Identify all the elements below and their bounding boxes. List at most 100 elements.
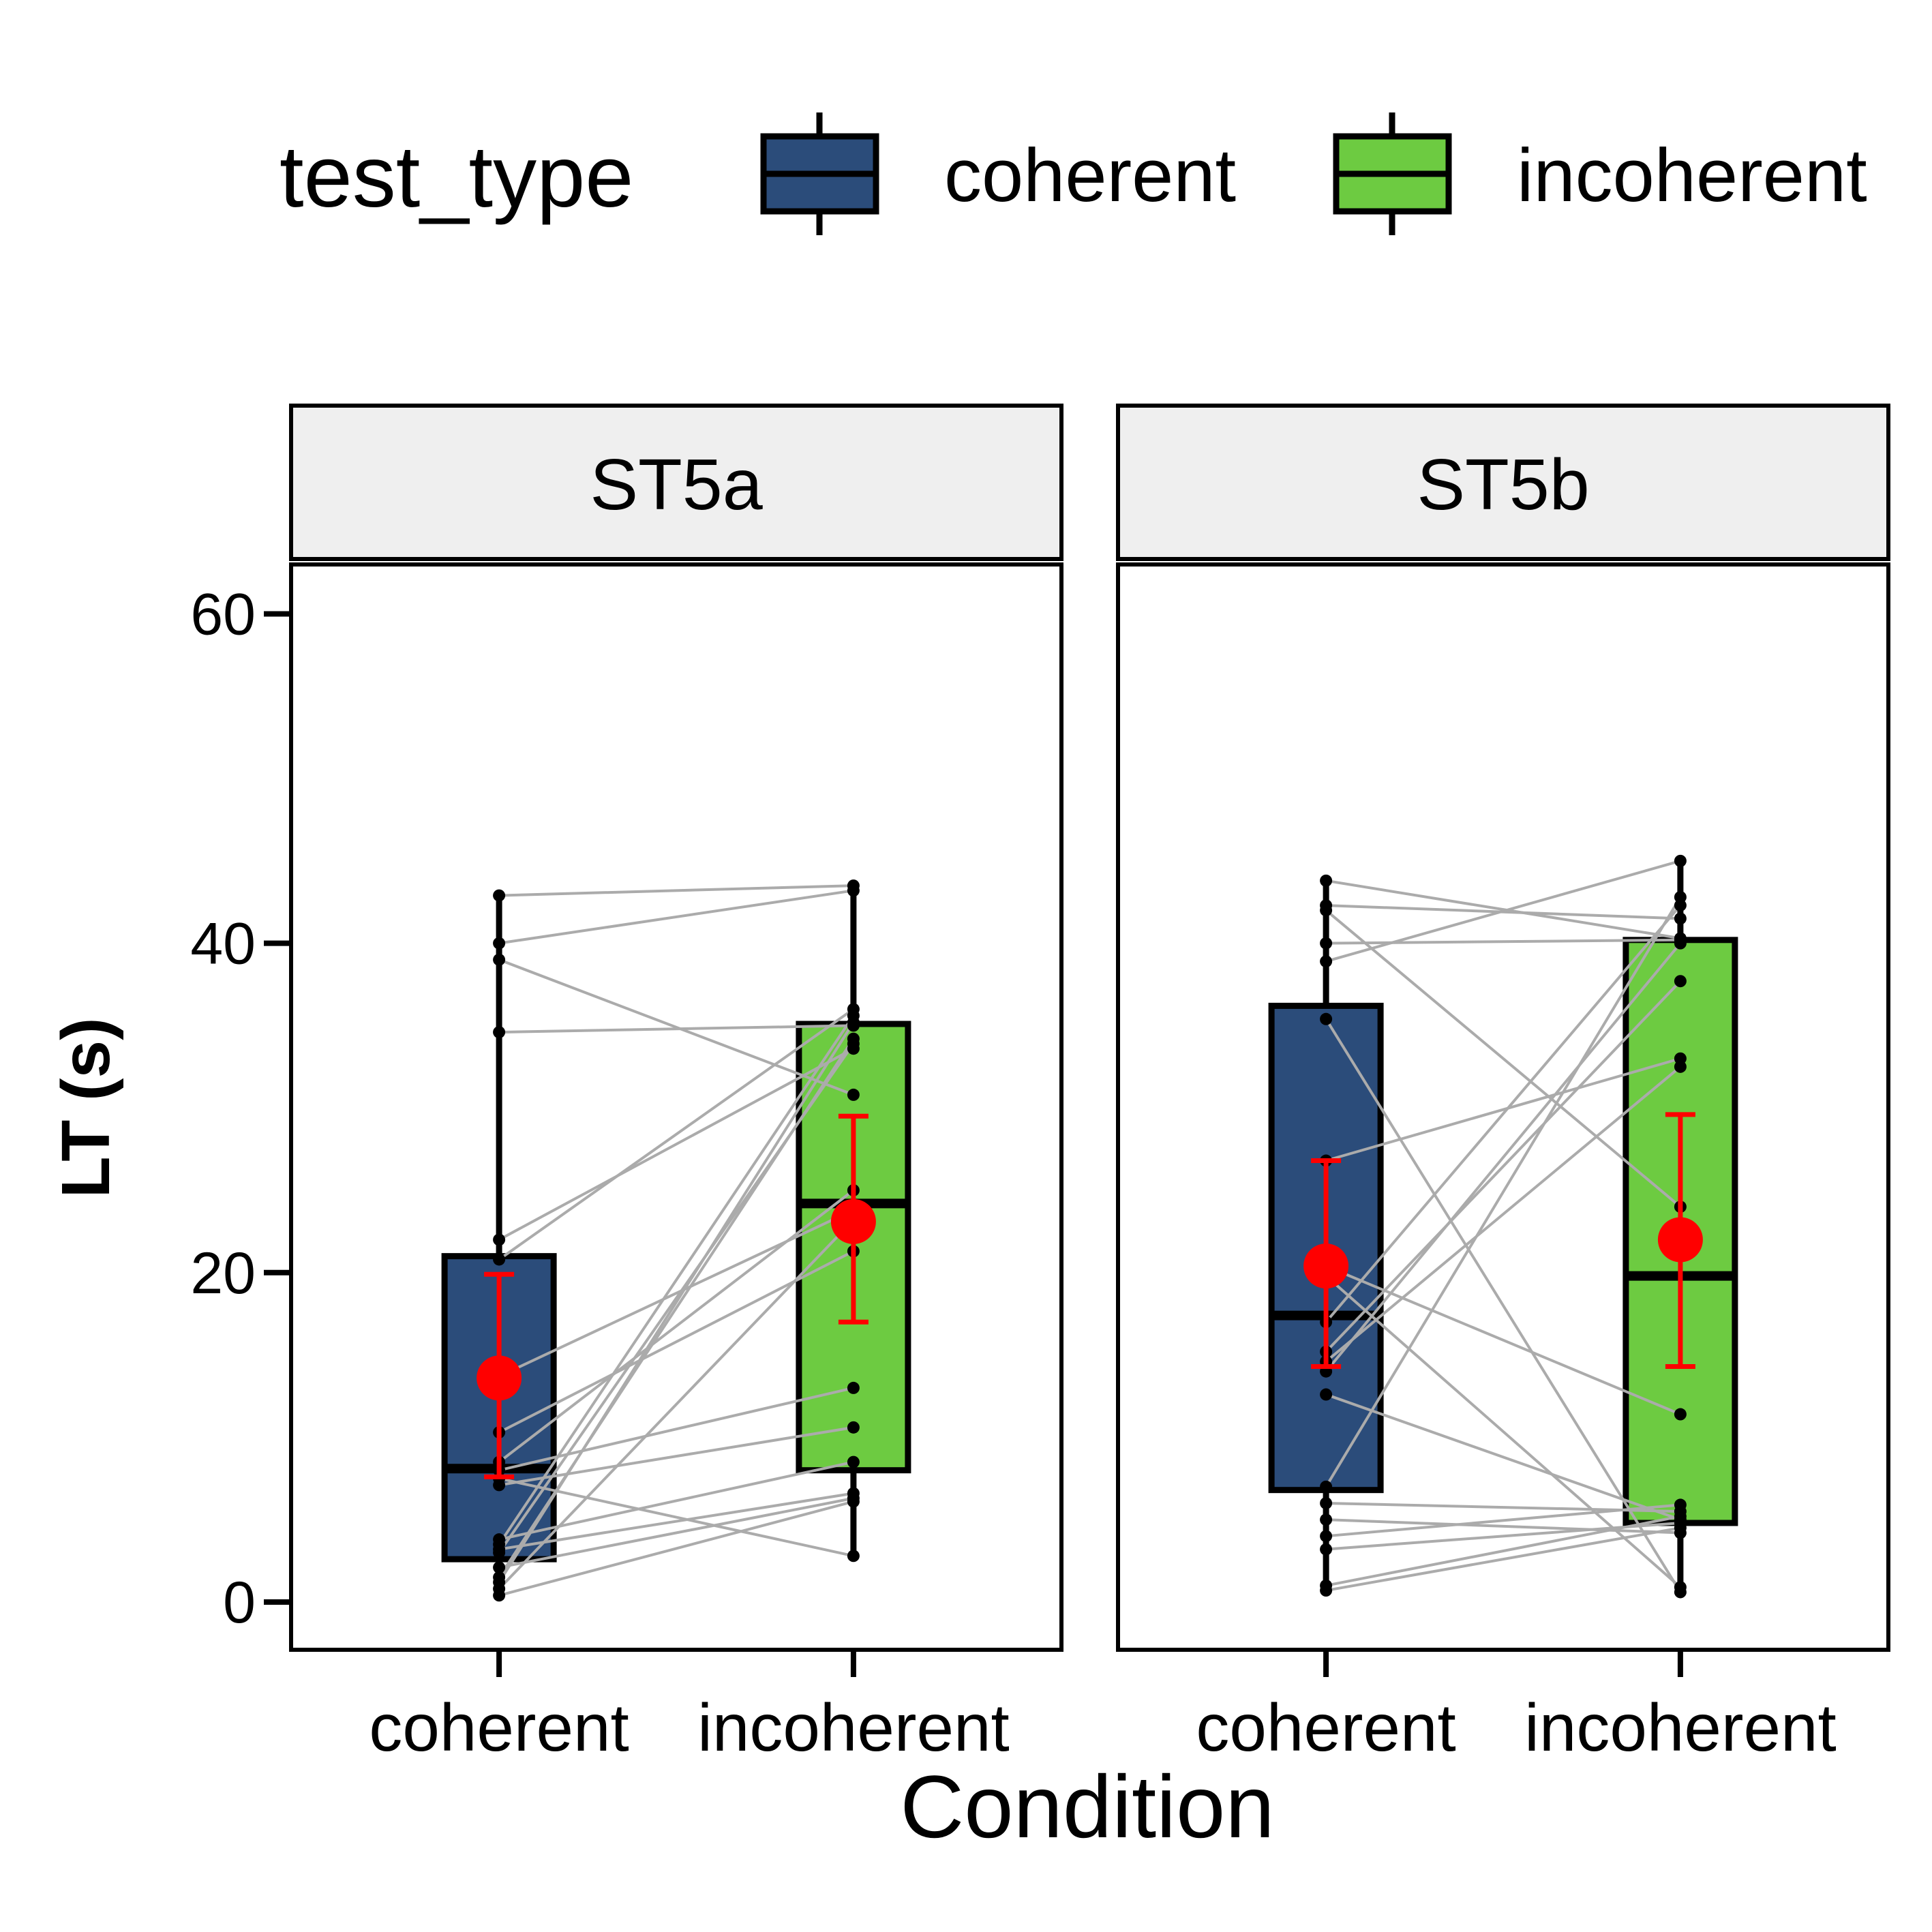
- plot-area: [289, 562, 1063, 1652]
- data-point: [847, 1032, 860, 1045]
- data-point: [847, 1016, 860, 1029]
- pair-line: [1325, 942, 1682, 1373]
- data-point: [1320, 1543, 1333, 1556]
- data-point: [1674, 1581, 1687, 1594]
- y-axis-title: LT (s): [48, 1018, 124, 1198]
- plot-area: [1116, 562, 1890, 1652]
- data-point: [1674, 1498, 1687, 1511]
- y-tick-label: 0: [223, 1570, 256, 1635]
- data-point: [1674, 937, 1687, 950]
- pair-line: [1326, 1518, 1680, 1535]
- data-point: [847, 1495, 860, 1508]
- data-point: [847, 1381, 860, 1394]
- pair-line: [1325, 1526, 1681, 1593]
- panels: ST5a coherent incoherent ST5b coherent incohe…: [289, 404, 1890, 1765]
- x-axis-title: Condition: [900, 1757, 1274, 1856]
- data-point: [1674, 1408, 1687, 1421]
- data-point: [493, 889, 506, 902]
- pair-lines: [1325, 859, 1682, 1593]
- pair-line: [498, 1189, 855, 1464]
- pair-line: [498, 1209, 854, 1378]
- data-point: [847, 1421, 860, 1434]
- pair-line: [1325, 1018, 1682, 1593]
- data-point: [847, 1550, 860, 1563]
- x-tick-label: coherent: [369, 1690, 629, 1765]
- data-point: [1320, 955, 1333, 968]
- data-point: [493, 953, 506, 966]
- mean-incoherent: [830, 1113, 876, 1325]
- pair-line: [498, 1021, 855, 1584]
- data-point: [847, 1088, 860, 1101]
- data-point: [1674, 912, 1687, 925]
- pair-line: [498, 1425, 854, 1487]
- pair-line: [1325, 1057, 1681, 1162]
- y-tick-label: 60: [190, 582, 256, 647]
- data-point: [493, 1233, 506, 1246]
- x-tick-label: incoherent: [697, 1690, 1010, 1765]
- panel-st5a: ST5a coherent incoherent: [289, 404, 1063, 1765]
- legend: test_type coherent incoherent: [280, 112, 1867, 235]
- x-tick-label: coherent: [1196, 1690, 1455, 1765]
- data-point: [493, 1546, 506, 1559]
- pair-line: [498, 1047, 854, 1241]
- pair-line: [498, 1008, 855, 1261]
- mean-point: [1303, 1243, 1349, 1289]
- data-point: [1320, 904, 1333, 917]
- pair-line: [1325, 859, 1681, 963]
- facet-strip: [1116, 404, 1890, 561]
- pair-line: [1325, 896, 1682, 1488]
- pair-line: [1325, 980, 1682, 1353]
- y-axis: 0 20 40 60: [190, 582, 291, 1635]
- data-point: [847, 884, 860, 897]
- box-body: [1268, 1002, 1384, 1494]
- facet-label: ST5a: [590, 444, 762, 525]
- data-point: [1320, 1012, 1333, 1025]
- legend-label-incoherent: incoherent: [1517, 134, 1867, 217]
- data-point: [1674, 1060, 1687, 1073]
- data-point: [1320, 1513, 1333, 1526]
- data-point: [1674, 975, 1687, 988]
- data-point: [1320, 1496, 1333, 1509]
- pair-line: [498, 1500, 854, 1597]
- mean-point: [477, 1355, 522, 1401]
- mean-coherent: [477, 1271, 522, 1479]
- data-point: [1320, 937, 1333, 950]
- pair-line: [1325, 1515, 1681, 1587]
- pair-line: [498, 1496, 854, 1569]
- data-point: [493, 1253, 506, 1266]
- pair-line: [498, 889, 854, 945]
- pair-line: [1325, 904, 1682, 1323]
- pair-line: [498, 1219, 855, 1590]
- pair-line: [498, 1014, 855, 1545]
- data-point: [493, 937, 506, 950]
- data-point: [493, 1561, 506, 1574]
- data-point: [847, 1455, 860, 1468]
- legend-label-coherent: coherent: [944, 134, 1236, 217]
- pair-line: [498, 958, 854, 1096]
- mean-coherent: [1303, 1158, 1349, 1369]
- data-point: [1674, 890, 1687, 903]
- data-point: [493, 1589, 506, 1602]
- mean-point: [1657, 1217, 1703, 1263]
- data-point: [1320, 874, 1333, 887]
- panel-st5b: ST5b coherent incoherent: [1116, 404, 1890, 1765]
- pair-line: [1325, 1503, 1681, 1538]
- pair-line: [1325, 1066, 1682, 1363]
- y-tick-label: 20: [190, 1241, 256, 1306]
- mean-point: [830, 1198, 876, 1244]
- legend-title: test_type: [280, 128, 633, 226]
- data-point: [1674, 1510, 1687, 1523]
- pair-line: [499, 1024, 854, 1034]
- legend-key-coherent: [760, 112, 879, 235]
- pair-line: [1325, 1393, 1681, 1522]
- data-point: [1320, 1388, 1333, 1401]
- facet-strip: [289, 404, 1063, 561]
- facet-label: ST5b: [1417, 444, 1589, 525]
- legend-key-incoherent: [1333, 112, 1452, 235]
- x-tick-label: incoherent: [1524, 1690, 1837, 1765]
- pair-line: [498, 1492, 854, 1551]
- data-point: [1674, 854, 1687, 867]
- data-point: [1320, 1480, 1333, 1493]
- data-point: [1320, 1584, 1333, 1597]
